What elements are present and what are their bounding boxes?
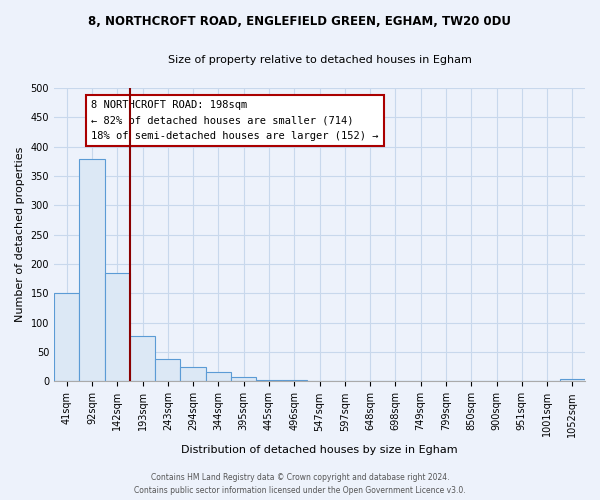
Bar [281,380,307,382]
Bar [256,380,281,382]
Bar [104,274,130,382]
Bar [231,378,256,382]
Bar [79,159,104,382]
Y-axis label: Number of detached properties: Number of detached properties [15,147,25,322]
Bar [181,367,206,382]
Bar [155,358,181,382]
Bar [130,336,155,382]
Text: Contains HM Land Registry data © Crown copyright and database right 2024.
Contai: Contains HM Land Registry data © Crown c… [134,473,466,495]
Bar [54,293,79,382]
Bar [560,379,585,382]
Text: 8, NORTHCROFT ROAD, ENGLEFIELD GREEN, EGHAM, TW20 0DU: 8, NORTHCROFT ROAD, ENGLEFIELD GREEN, EG… [89,15,511,28]
Text: 8 NORTHCROFT ROAD: 198sqm
← 82% of detached houses are smaller (714)
18% of semi: 8 NORTHCROFT ROAD: 198sqm ← 82% of detac… [91,100,379,141]
X-axis label: Distribution of detached houses by size in Egham: Distribution of detached houses by size … [181,445,458,455]
Bar [206,372,231,382]
Title: Size of property relative to detached houses in Egham: Size of property relative to detached ho… [167,55,472,65]
